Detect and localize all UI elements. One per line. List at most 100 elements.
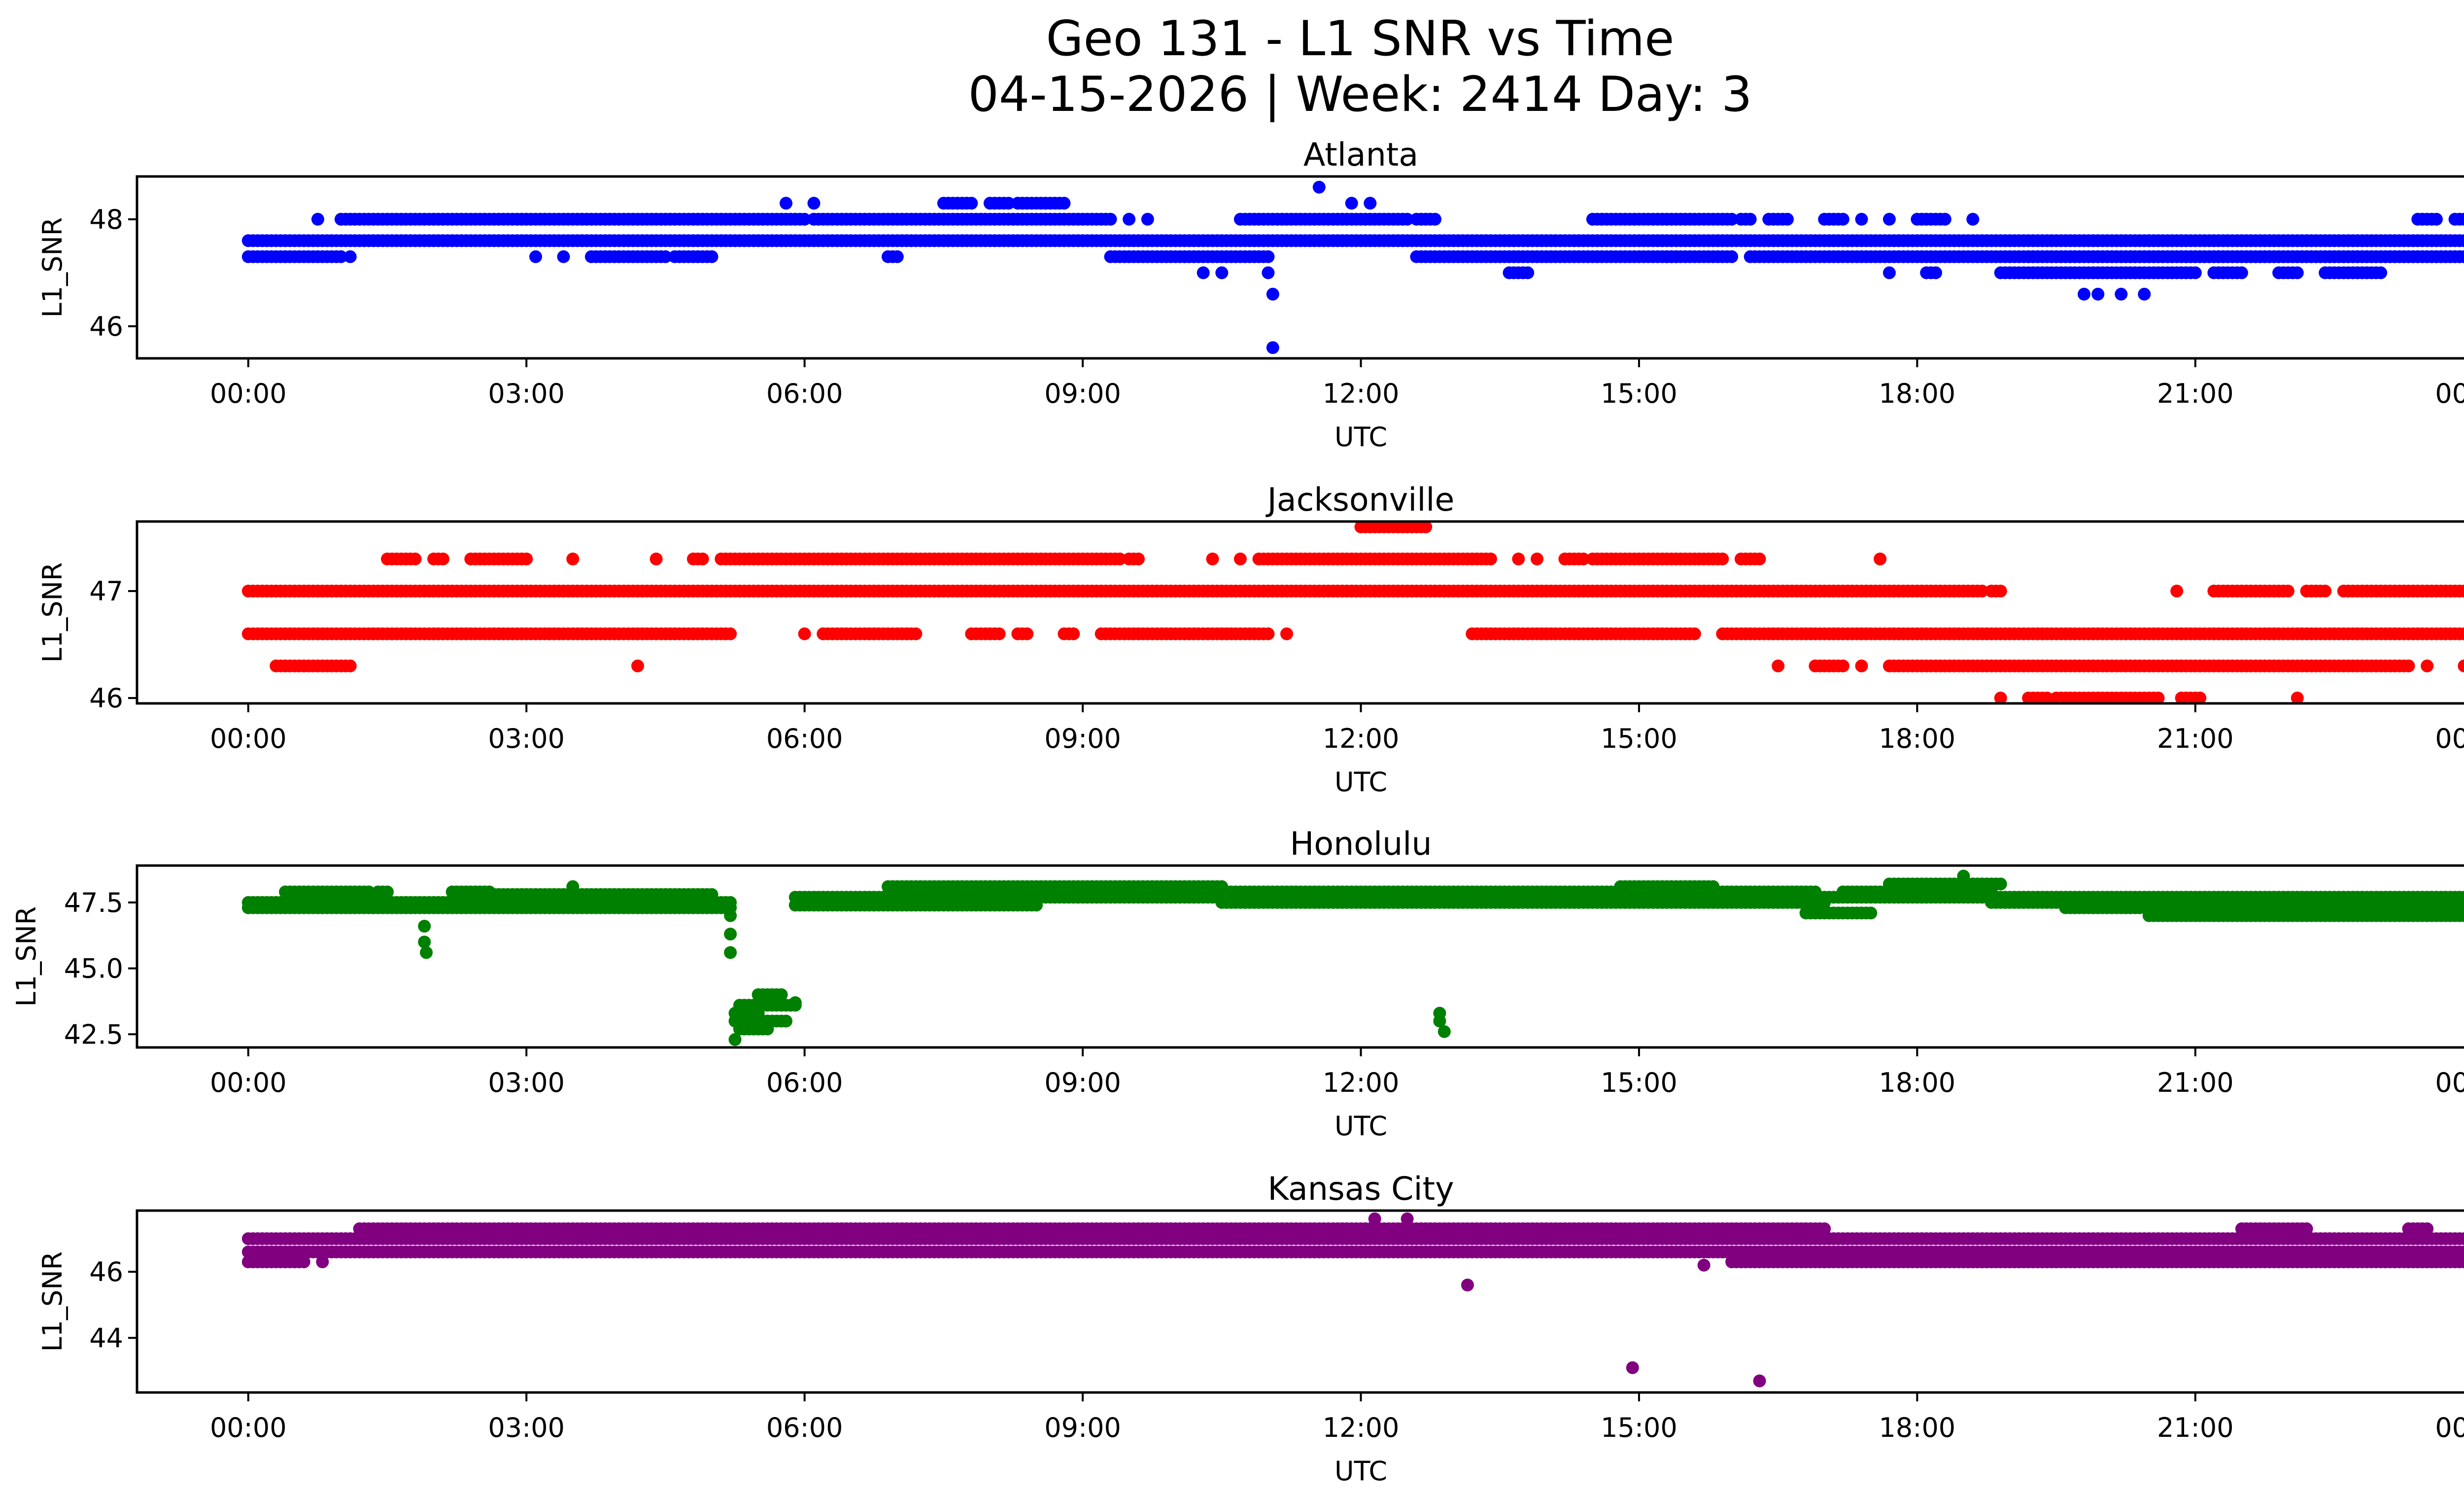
data-point <box>2462 587 2464 595</box>
scatter-points <box>241 869 2464 1046</box>
x-tick-label: 12:00 <box>1323 378 1400 409</box>
data-point <box>1067 627 1080 640</box>
data-point <box>1437 1025 1451 1038</box>
y-tick-label: 42.5 <box>64 1019 123 1050</box>
data-point <box>650 553 663 565</box>
data-point <box>1707 880 1720 893</box>
data-point <box>909 627 923 640</box>
data-point <box>1021 627 1034 640</box>
data-point <box>1197 266 1210 279</box>
x-tick-label: 09:00 <box>1044 378 1121 409</box>
data-point <box>1512 553 1525 565</box>
data-point <box>775 988 788 1001</box>
data-point <box>2193 692 2207 703</box>
data-point <box>1938 212 1951 226</box>
subplot-title: Honolulu <box>1290 826 1432 863</box>
x-tick-label: 15:00 <box>1601 378 1677 409</box>
data-point <box>631 660 644 672</box>
data-point <box>807 197 821 210</box>
x-tick-label: 21:00 <box>2157 723 2234 754</box>
data-point <box>798 627 811 640</box>
data-point <box>1855 660 1868 672</box>
data-point <box>780 1014 792 1028</box>
x-tick-label: 03:00 <box>488 723 565 754</box>
data-point <box>1266 287 1279 301</box>
scatter-points <box>241 180 2464 354</box>
data-point <box>2115 287 2128 301</box>
data-point <box>2462 629 2464 638</box>
x-tick-label: 00:00 <box>210 723 287 754</box>
data-point <box>724 627 737 640</box>
x-tick-label: 00:00 <box>2435 1067 2464 1098</box>
subplot-title: Jacksonville <box>1266 482 1455 519</box>
data-point <box>1781 212 1794 226</box>
data-point <box>2189 266 2202 279</box>
data-point <box>2091 287 2105 301</box>
data-point <box>761 1022 774 1036</box>
y-axis-label: L1_SNR <box>37 217 68 318</box>
data-point <box>1994 692 2007 703</box>
y-axis-label: L1_SNR <box>37 562 68 663</box>
y-axis-label: L1_SNR <box>11 906 42 1007</box>
data-point <box>1577 553 1590 565</box>
data-point <box>409 553 422 565</box>
x-tick-label: 21:00 <box>2157 1067 2234 1098</box>
data-point <box>1994 585 2007 598</box>
data-point <box>1104 212 1117 226</box>
data-point <box>2374 266 2388 279</box>
y-tick-label: 46 <box>89 311 123 342</box>
data-point <box>1132 553 1145 565</box>
data-point <box>2462 893 2464 902</box>
data-point <box>362 885 376 899</box>
x-tick-label: 00:00 <box>2435 378 2464 409</box>
data-point <box>1419 522 1433 533</box>
y-tick-label: 45.0 <box>64 953 123 984</box>
x-tick-label: 12:00 <box>1323 723 1400 754</box>
y-tick-label: 46 <box>89 683 123 714</box>
data-point <box>724 909 737 922</box>
data-point <box>1725 250 1739 263</box>
data-point <box>2458 909 2464 922</box>
data-point <box>1484 553 1497 565</box>
data-point <box>1113 553 1127 565</box>
y-tick-label: 47 <box>89 576 123 607</box>
data-point <box>420 946 433 959</box>
data-point <box>1345 197 1358 210</box>
data-point <box>728 1033 742 1046</box>
scatter-points <box>241 1212 2464 1388</box>
data-point <box>334 250 347 263</box>
data-point <box>1531 553 1543 565</box>
data-point <box>2235 266 2248 279</box>
data-point <box>2458 212 2464 226</box>
x-tick-label: 18:00 <box>1879 378 1956 409</box>
x-axis-label: UTC <box>1335 766 1387 798</box>
data-point <box>2152 692 2165 703</box>
data-point <box>798 212 811 226</box>
axes-frame <box>136 520 2464 705</box>
data-point <box>2458 660 2464 672</box>
x-tick-label: 09:00 <box>1044 723 1121 754</box>
data-point <box>1836 212 1849 226</box>
data-point <box>2458 627 2464 640</box>
data-point <box>381 885 394 899</box>
data-point <box>1215 266 1229 279</box>
data-point <box>1312 180 1326 194</box>
data-point <box>696 553 709 565</box>
data-point <box>1874 553 1887 565</box>
data-point <box>1994 877 2007 891</box>
data-point <box>2170 585 2184 598</box>
data-point <box>2462 252 2464 261</box>
data-point <box>2291 692 2304 703</box>
data-point <box>1364 197 1377 210</box>
data-point <box>1976 585 1989 598</box>
data-point <box>2040 692 2053 703</box>
data-point <box>992 627 1006 640</box>
y-tick-label: 48 <box>89 204 123 235</box>
x-tick-label: 09:00 <box>1044 1067 1121 1098</box>
data-point <box>1772 660 1785 672</box>
data-point <box>2458 250 2464 263</box>
data-point <box>1753 553 1766 565</box>
data-point <box>1123 212 1136 226</box>
figure-title-line2: 04-15-2026 | Week: 2414 Day: 3 <box>968 67 1752 123</box>
